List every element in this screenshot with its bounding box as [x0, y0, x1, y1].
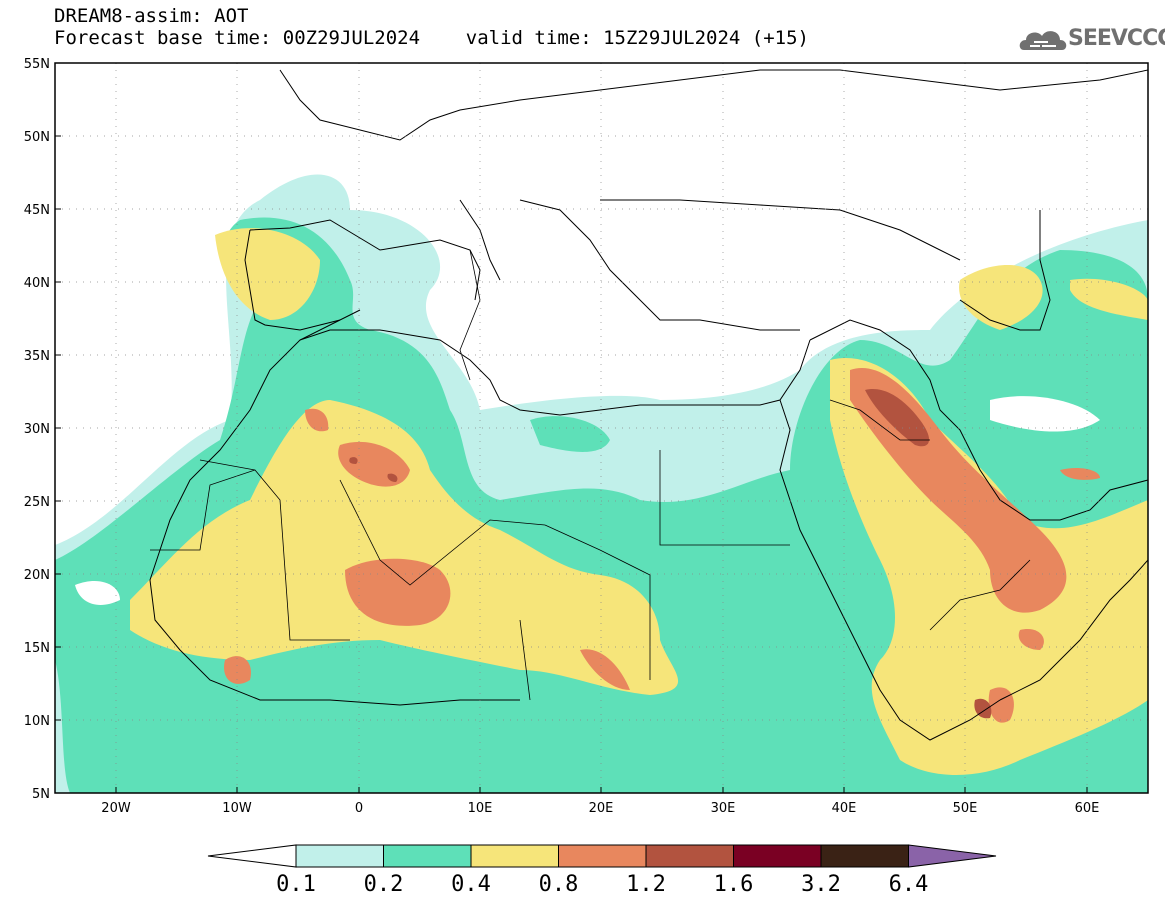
colorbar-swatch: [733, 844, 822, 868]
lon-tick-label: 50E: [953, 801, 978, 816]
colorbar-label: 0.4: [451, 872, 491, 897]
country-borders: [150, 249, 1031, 701]
lon-tick-label: 10E: [468, 801, 493, 816]
colorbar-swatch: [470, 844, 559, 868]
coastlines: [149, 69, 1148, 741]
lat-tick-label: 20N: [24, 568, 50, 583]
lon-tick-label: 40E: [832, 801, 857, 816]
lon-tick-label: 10W: [222, 801, 252, 816]
lat-tick-label: 5N: [32, 787, 50, 802]
grid-lines: [55, 63, 1148, 793]
lat-tick-label: 15N: [24, 641, 50, 656]
tick-marks: [55, 62, 1088, 794]
title-line-1: DREAM8-assim: AOT: [54, 5, 249, 27]
colorbar-under-arrow: [207, 844, 297, 868]
lat-tick-label: 25N: [24, 495, 50, 510]
colorbar-label: 6.4: [889, 872, 929, 897]
colorbar-swatch: [295, 844, 384, 868]
colorbar: 0.1 0.2 0.4 0.8 1.2 1.6 3.2 6.4: [207, 844, 997, 897]
lon-tick-label: 30E: [711, 801, 736, 816]
lon-tick-label: 20E: [589, 801, 614, 816]
colorbar-label: 0.2: [364, 872, 404, 897]
lat-tick-label: 50N: [24, 130, 50, 145]
colorbar-label: 0.8: [539, 872, 579, 897]
lat-tick-label: 35N: [24, 349, 50, 364]
lat-tick-label: 55N: [24, 57, 50, 72]
colorbar-over-arrow: [908, 844, 997, 868]
lon-tick-labels: 20W 10W 0 10E 20E 30E 40E 50E 60E: [101, 801, 1099, 816]
lat-tick-label: 30N: [24, 422, 50, 437]
colorbar-swatch: [383, 844, 472, 868]
lon-tick-label: 0: [355, 801, 363, 816]
colorbar-label: 3.2: [801, 872, 841, 897]
colorbar-swatch: [645, 844, 734, 868]
lon-tick-label: 60E: [1075, 801, 1100, 816]
logo-text: SEEVCCC: [1068, 26, 1165, 51]
title-line-2: Forecast base time: 00Z29JUL2024 valid t…: [54, 27, 809, 49]
cloud-icon: [1019, 31, 1067, 50]
colorbar-label: 1.2: [626, 872, 666, 897]
colorbar-swatch: [820, 844, 909, 868]
lat-tick-label: 40N: [24, 276, 50, 291]
lat-tick-label: 45N: [24, 203, 50, 218]
colorbar-swatch: [558, 844, 647, 868]
lat-tick-label: 10N: [24, 714, 50, 729]
lat-tick-labels: 5N 10N 15N 20N 25N 30N 35N 40N 45N 50N 5…: [24, 57, 50, 802]
colorbar-label: 1.6: [714, 872, 754, 897]
colorbar-label: 0.1: [276, 872, 316, 897]
lon-tick-label: 20W: [101, 801, 131, 816]
